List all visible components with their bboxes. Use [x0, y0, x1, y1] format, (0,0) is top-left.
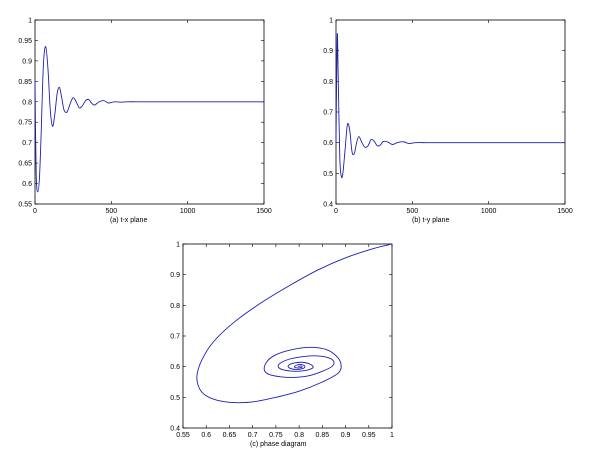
series-line-b	[335, 33, 565, 179]
x-tick-label: 1500	[256, 208, 272, 215]
y-tick-label: 1	[28, 18, 32, 25]
x-tick-label: 1000	[481, 208, 497, 215]
x-tick-label: 0.8	[294, 432, 304, 439]
y-tick-label: 0.9	[323, 48, 333, 55]
caption-c: (c) phase diagram	[250, 441, 307, 448]
y-tick-label: 0.85	[18, 79, 32, 86]
y-tick-label: 0.9	[22, 58, 32, 65]
y-tick-label: 0.5	[323, 171, 333, 178]
x-tick-label: 1000	[180, 208, 196, 215]
y-tick-label: 0.6	[22, 181, 32, 188]
chart-t-y-plane: 0 500 1000 1500 0.4 0.5 0.6 0.7 0.8 0.9 1 (b) t-y …	[323, 18, 573, 225]
x-tick-label: 0.95	[362, 432, 376, 439]
chart-phase-diagram: 0.55 0.6 0.65 0.7 0.75 0.8 0.85 0.9 0.95 1 0.4 0.5 0…	[170, 242, 394, 449]
y-tick-label: 0.65	[18, 161, 32, 168]
y-tick-label: 0.5	[170, 395, 180, 402]
y-tick-label: 0.7	[323, 110, 333, 117]
y-tick-label: 0.95	[18, 38, 32, 45]
y-tick-label: 0.8	[323, 79, 333, 86]
x-tick-label: 500	[105, 208, 117, 215]
x-tick-label: 0.75	[269, 432, 283, 439]
y-tick-label: 0.55	[18, 202, 32, 209]
y-tick-label: 1	[329, 18, 333, 25]
series-line-c	[196, 243, 393, 404]
y-tick-label: 0.6	[323, 140, 333, 147]
y-tick-label: 0.8	[22, 99, 32, 106]
y-tick-label: 0.4	[323, 202, 333, 209]
y-tick-label: 0.6	[170, 364, 180, 371]
plot-frame-b	[335, 19, 566, 205]
x-tick-label: 1	[390, 432, 394, 439]
y-tick-label: 0.75	[18, 120, 32, 127]
caption-a: (a) t-x plane	[110, 217, 147, 224]
x-tick-label: 0.85	[316, 432, 330, 439]
x-tick-label: 0.9	[341, 432, 351, 439]
y-tick-label: 1	[176, 242, 180, 249]
x-tick-label: 0.6	[201, 432, 211, 439]
x-tick-label: 0.55	[176, 432, 190, 439]
y-tick-label: 0.7	[170, 334, 180, 341]
x-tick-label: 500	[406, 208, 418, 215]
y-tick-label: 0.7	[22, 140, 32, 147]
chart-t-x-plane: 0 500 1000 1500 0.55 0.6 0.65 0.7 0.75 0.8 0.85 0.9…	[18, 18, 272, 225]
y-tick-label: 0.9	[170, 272, 180, 279]
y-tick-label: 0.8	[170, 303, 180, 310]
x-tick-label: 0.65	[223, 432, 237, 439]
x-tick-label: 0	[33, 208, 37, 215]
x-tick-label: 1500	[557, 208, 573, 215]
plot-frame-c	[182, 243, 393, 429]
plot-frame-a	[34, 19, 265, 205]
caption-b: (b) t-y plane	[412, 217, 449, 224]
series-line-a	[34, 46, 265, 193]
y-tick-label: 0.4	[170, 426, 180, 433]
x-tick-label: 0.7	[248, 432, 258, 439]
x-tick-label: 0	[334, 208, 338, 215]
